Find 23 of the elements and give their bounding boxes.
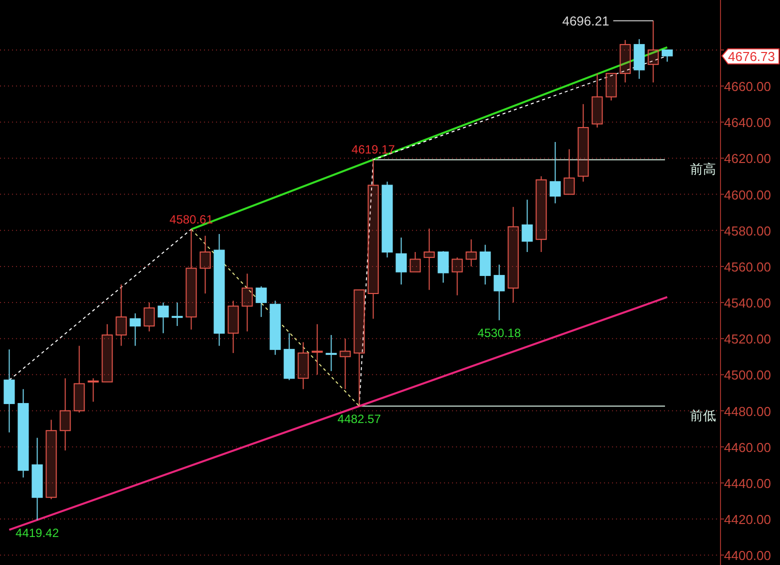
- ref-line-label: 前高: [690, 162, 716, 177]
- annotation: 4696.21: [562, 14, 610, 29]
- annotation: 4482.57: [338, 412, 382, 426]
- y-tick-label: 4480.00: [724, 404, 771, 419]
- y-tick-label: 4580.00: [724, 223, 771, 238]
- y-tick-label: 4660.00: [724, 79, 771, 94]
- y-tick-label: 4600.00: [724, 187, 771, 202]
- annotation: 4419.42: [16, 526, 60, 540]
- y-tick-label: 4500.00: [724, 368, 771, 383]
- y-tick-label: 4460.00: [724, 440, 771, 455]
- text: 4676.73: [728, 48, 775, 64]
- y-tick-label: 4540.00: [724, 296, 771, 311]
- y-tick-label: 4440.00: [724, 476, 771, 491]
- y-tick-label: 4640.00: [724, 115, 771, 130]
- ref-line-label: 前低: [690, 408, 716, 424]
- y-tick-label: 4620.00: [724, 151, 771, 166]
- annotation: 4619.17: [352, 142, 396, 157]
- y-tick-label: 4560.00: [724, 259, 771, 274]
- annotation: 4530.18: [478, 326, 522, 340]
- y-tick-label: 4420.00: [724, 512, 771, 527]
- y-tick-label: 4520.00: [724, 332, 771, 347]
- y-tick-label: 4400.00: [724, 548, 771, 564]
- annotation: 4580.61: [170, 212, 214, 226]
